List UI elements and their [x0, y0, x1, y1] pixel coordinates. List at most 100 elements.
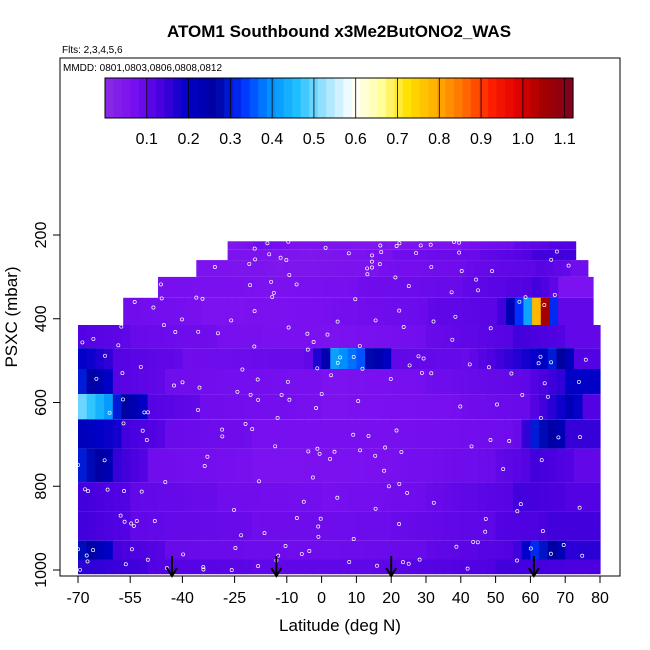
- sample-point: [523, 295, 528, 300]
- heatmap-cell: [323, 241, 333, 250]
- heatmap-cell: [278, 511, 288, 541]
- sample-point: [515, 558, 519, 563]
- heatmap-cell: [399, 482, 410, 512]
- heatmap-cell: [165, 511, 175, 541]
- heatmap-cell: [156, 369, 166, 395]
- heatmap-cell: [217, 559, 227, 575]
- heatmap-cell: [225, 369, 236, 395]
- heatmap-cell: [504, 448, 514, 483]
- heatmap-cell: [504, 369, 514, 395]
- heatmap-cell: [86, 511, 96, 541]
- heatmap-cell: [295, 419, 305, 449]
- colorbar-swatch: [462, 78, 472, 118]
- x-tick-label: 30: [417, 590, 435, 607]
- sample-point: [577, 505, 582, 510]
- sample-point: [239, 533, 244, 538]
- sample-point: [540, 529, 545, 534]
- heatmap-cell: [556, 559, 566, 575]
- heatmap-cell: [530, 559, 540, 575]
- sample-point: [431, 500, 436, 505]
- heatmap-cell: [234, 369, 244, 395]
- sample-point: [507, 439, 512, 443]
- sample-point: [556, 435, 561, 440]
- heatmap-cell: [104, 419, 114, 449]
- sample-point: [536, 361, 541, 366]
- heatmap-cell: [462, 249, 472, 261]
- heatmap-cell: [426, 540, 436, 560]
- sample-point: [452, 239, 457, 244]
- heatmap-cell: [278, 369, 288, 395]
- heatmap-cell: [312, 325, 323, 348]
- heatmap-cell: [422, 260, 432, 277]
- sample-point: [194, 295, 199, 300]
- heatmap-cell: [462, 241, 472, 250]
- heatmap-cell: [544, 260, 554, 277]
- heatmap-cell: [556, 511, 566, 541]
- heatmap-cell: [399, 394, 410, 420]
- heatmap-cell: [547, 540, 558, 560]
- sample-point: [305, 347, 310, 352]
- heatmap-cell: [469, 448, 479, 483]
- heatmap-cell: [95, 348, 105, 369]
- heatmap-cell: [173, 394, 183, 420]
- heatmap-cell: [271, 297, 281, 325]
- sample-point: [145, 557, 150, 562]
- heatmap-cell: [391, 325, 401, 348]
- heatmap-cell: [356, 369, 366, 395]
- heatmap-cell: [556, 540, 566, 560]
- heatmap-cell: [234, 448, 244, 483]
- heatmap-cell: [121, 325, 131, 348]
- heatmap-cell: [147, 394, 157, 420]
- heatmap-cell: [434, 559, 444, 575]
- heatmap-cell: [78, 511, 88, 541]
- heatmap-cell: [532, 297, 542, 325]
- heatmap-cell: [234, 325, 244, 348]
- heatmap-cell: [584, 297, 594, 325]
- heatmap-cell: [366, 297, 377, 325]
- sample-point: [397, 308, 402, 313]
- heatmap-cell: [191, 394, 201, 420]
- heatmap-cell: [208, 482, 218, 512]
- heatmap-cell: [208, 394, 218, 420]
- colorbar-swatch: [139, 78, 149, 118]
- heatmap-cell: [78, 394, 88, 420]
- heatmap-cell: [191, 559, 201, 575]
- sample-point: [269, 279, 274, 284]
- sample-point: [265, 241, 270, 246]
- heatmap-cell: [304, 482, 314, 512]
- heatmap-cell: [182, 540, 192, 560]
- heatmap-cell: [147, 540, 157, 560]
- heatmap-cell: [426, 559, 436, 575]
- heatmap-cell: [222, 260, 232, 277]
- sample-point: [123, 562, 128, 567]
- heatmap-cell: [391, 419, 401, 449]
- heatmap-cell: [269, 369, 279, 395]
- heatmap-cell: [147, 369, 157, 395]
- sample-point: [429, 371, 434, 376]
- heatmap-cell: [271, 249, 281, 261]
- heatmap-cell: [199, 559, 210, 575]
- heatmap-cell: [236, 249, 246, 261]
- heatmap-cell: [191, 540, 201, 560]
- heatmap-cell: [199, 348, 210, 369]
- sample-point: [394, 428, 399, 433]
- heatmap-cell: [452, 325, 462, 348]
- heatmap-cell: [566, 297, 577, 325]
- colorbar-tick-label: 0.8: [428, 131, 450, 148]
- heatmap-cell: [252, 540, 262, 560]
- sample-point: [471, 539, 476, 544]
- heatmap-cell: [445, 276, 455, 298]
- heatmap-cell: [208, 511, 218, 541]
- heatmap-cell: [112, 482, 123, 512]
- colorbar-swatch: [360, 78, 370, 118]
- sample-point: [273, 444, 278, 449]
- heatmap-cell: [521, 448, 531, 483]
- colorbar-swatch: [283, 78, 293, 118]
- heatmap-cell: [514, 276, 524, 298]
- heatmap-cell: [274, 260, 284, 277]
- sample-point: [406, 284, 411, 289]
- heatmap-cell: [373, 511, 384, 541]
- colorbar-swatch: [479, 78, 489, 118]
- sample-point: [469, 444, 474, 449]
- sample-point: [220, 427, 225, 432]
